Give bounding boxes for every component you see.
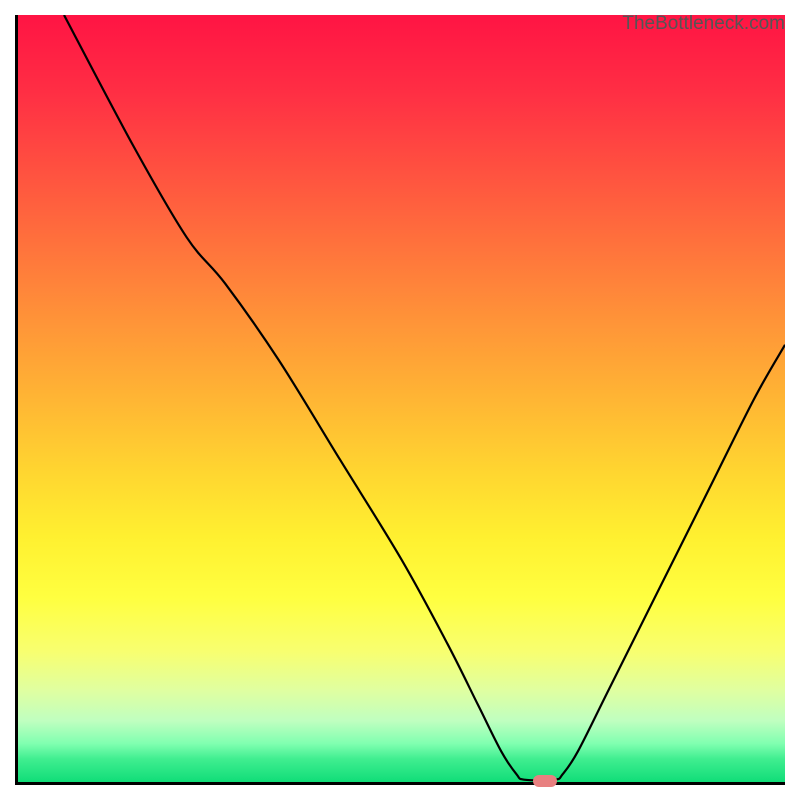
gradient-background: [18, 15, 785, 782]
plot-area: TheBottleneck.com: [15, 15, 785, 785]
chart-container: TheBottleneck.com: [0, 0, 800, 800]
optimal-marker: [533, 775, 557, 787]
watermark-text: TheBottleneck.com: [622, 13, 785, 35]
